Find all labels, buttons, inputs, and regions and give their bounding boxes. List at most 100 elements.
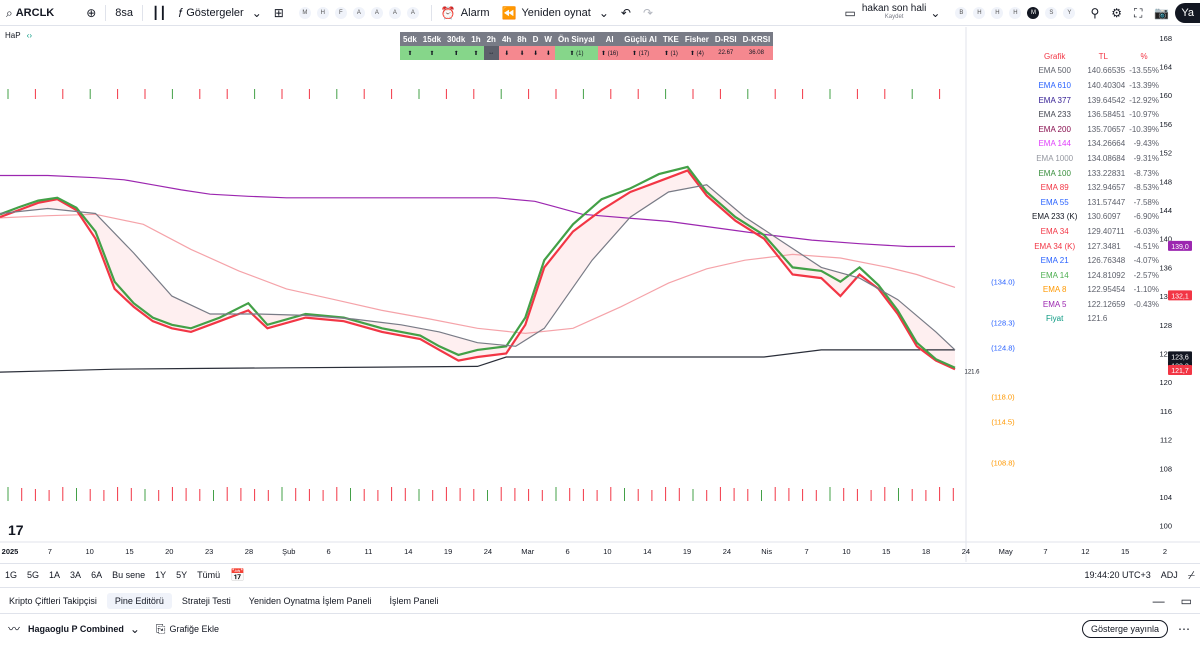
timeframe-chip[interactable]: A <box>370 6 383 19</box>
add-to-chart-button[interactable]: ⎘ Grafiğe Ekle <box>156 623 219 635</box>
adj-button[interactable]: ADJ <box>1160 569 1178 580</box>
chart-type-button[interactable]: ┃┃ <box>146 0 172 26</box>
indicators-button[interactable]: 𝑓 Göstergeler ⌄ <box>173 0 268 26</box>
x-tick-label: 20 <box>165 547 173 556</box>
ema-row: EMA 233 (K) 130.6097 -6.90% <box>1030 210 1161 225</box>
x-tick-label: 15 <box>125 547 133 556</box>
range-button[interactable]: 1A <box>49 569 61 580</box>
range-button[interactable]: 1Y <box>155 569 167 580</box>
indicator-name: HaP <box>5 31 21 40</box>
alarm-button[interactable]: ⏰ Alarm <box>435 0 496 26</box>
panel-tab[interactable]: Pine Editörü <box>106 592 172 609</box>
goto-date-button[interactable]: 📅 <box>225 569 250 581</box>
ema-value: 124.81092 <box>1087 270 1126 280</box>
scale-toggle-button[interactable]: ⌿ <box>1183 569 1200 581</box>
undo-icon: ↶ <box>620 5 631 20</box>
x-tick-label: 12 <box>1081 547 1089 556</box>
search-icon: ⌕ <box>6 5 13 20</box>
magnify-icon: ⚲ <box>1090 5 1100 20</box>
day-chip[interactable]: H <box>973 6 986 19</box>
ema-row: EMA 1000 134.08684 -9.31% <box>1030 151 1161 166</box>
templates-button[interactable]: ⊞ <box>268 0 290 26</box>
day-chip[interactable]: B <box>955 6 968 19</box>
ema-name: EMA 55 <box>1040 197 1069 207</box>
collapse-panel-button[interactable]: — <box>1145 595 1173 607</box>
x-tick-label: 10 <box>603 547 611 556</box>
account-button[interactable]: Ya <box>1175 2 1200 23</box>
range-button[interactable]: 3A <box>70 569 82 580</box>
symbol-search[interactable]: ⌕ ARCLK <box>0 0 60 26</box>
settings-button[interactable]: ⚙ <box>1105 0 1128 26</box>
replay-button[interactable]: ⏪ Yeniden oynat ⌄ <box>496 0 615 26</box>
indicators-icon: 𝑓 <box>178 5 183 20</box>
series-line <box>0 169 956 371</box>
more-options-icon[interactable]: ⋯ <box>1178 621 1190 636</box>
day-chip[interactable]: H <box>1009 6 1022 19</box>
interval-button[interactable]: 8sa <box>115 6 134 19</box>
day-chip[interactable]: M <box>1027 6 1040 19</box>
ema-header-pct: % <box>1140 51 1148 61</box>
chart-area[interactable]: 100 104 108 112 116 120 124 128 132 136 140 144 148 1… <box>0 27 1200 563</box>
ema-pct: -6.90% <box>1133 212 1159 222</box>
publish-button[interactable]: Gösterge yayınla <box>1081 619 1168 638</box>
timeframe-chip[interactable]: H <box>316 6 329 19</box>
chevron-down-icon[interactable]: ⌄ <box>129 621 140 636</box>
price-chart[interactable]: 1001041081121161201241281321361401441481… <box>0 27 1200 563</box>
ema-name: EMA 610 <box>1038 80 1071 90</box>
replay-label: Yeniden oynat <box>521 6 591 19</box>
day-chip[interactable]: H <box>991 6 1004 19</box>
x-tick-label: 10 <box>842 547 850 556</box>
timeframe-chip[interactable]: A <box>388 6 401 19</box>
snapshot-button[interactable]: 📷 <box>1148 0 1175 26</box>
indicator-toggle-icon[interactable]: ‹› <box>26 31 32 40</box>
range-button[interactable]: Bu sene <box>112 569 146 580</box>
account-label: Ya <box>1181 6 1194 19</box>
signal-value-cell: ⬆ <box>400 46 420 60</box>
range-buttons: 1G 5G 1A 3A 6A Bu sene 1Y 5Y Tümü <box>0 570 225 580</box>
panel-tab[interactable]: İşlem Paneli <box>389 595 439 606</box>
price-tag-label: 123,6 <box>1171 354 1189 361</box>
y-tick-label: 136 <box>1159 263 1172 272</box>
ema-row: EMA 200 135.70657 -10.39% <box>1030 122 1161 137</box>
ema-row: EMA 89 132.94657 -8.53% <box>1030 180 1161 195</box>
ema-name: EMA 21 <box>1040 256 1069 266</box>
signal-value-cell: ⬇ <box>529 46 542 60</box>
timeframe-chip[interactable]: A <box>352 6 365 19</box>
range-button[interactable]: 5Y <box>176 569 188 580</box>
panel-tab[interactable]: Yeniden Oynatma İşlem Paneli <box>248 595 372 606</box>
signal-header-cell: 8h <box>514 32 530 46</box>
quick-search-button[interactable]: ⚲ <box>1084 0 1105 26</box>
panel-tab[interactable]: Kripto Çiftleri Takipçisi <box>9 595 97 606</box>
day-chip[interactable]: S <box>1045 6 1058 19</box>
signal-header-cell: Ön Sinyal <box>554 32 598 46</box>
compare-button[interactable]: ⊕ <box>80 0 102 26</box>
pine-logo-icon: 〰 <box>8 621 21 636</box>
indicator-legend[interactable]: HaP ‹› <box>5 31 32 40</box>
range-button[interactable]: 6A <box>91 569 103 580</box>
fullscreen-button[interactable]: ⛶ <box>1128 0 1148 26</box>
panel-tab[interactable]: Strateji Testi <box>181 595 231 606</box>
range-button[interactable]: Tümü <box>197 569 221 580</box>
undo-button[interactable]: ↶ <box>615 0 637 26</box>
range-button[interactable]: 1G <box>5 569 18 580</box>
gear-icon: ⚙ <box>1111 5 1122 20</box>
ema-value: 132.94657 <box>1087 183 1126 193</box>
clock[interactable]: 19:44:20 UTC+3 <box>1084 569 1151 580</box>
ema-row: EMA 8 122.95454 -1.10% <box>1030 283 1161 298</box>
layout-button[interactable]: ▭ hakan son hali Kaydet ⌄ <box>839 0 947 26</box>
timeframe-chip[interactable]: F <box>334 6 347 19</box>
ema-name: EMA 1000 <box>1036 153 1074 163</box>
timeframe-chip[interactable]: A <box>406 6 419 19</box>
redo-button[interactable]: ↷ <box>637 0 659 26</box>
day-chip[interactable]: Y <box>1063 6 1076 19</box>
timeframe-chip[interactable]: M <box>298 6 311 19</box>
range-button[interactable]: 5G <box>27 569 40 580</box>
script-name[interactable]: Hagaoglu P Combined <box>28 623 124 634</box>
maximize-panel-button[interactable]: ▭ <box>1173 595 1200 607</box>
ema-name: EMA 233 <box>1038 110 1071 120</box>
level-label: (134.0) <box>991 278 1015 287</box>
ema-row: EMA 21 126.76348 -4.07% <box>1030 253 1161 268</box>
signal-value-cell: ⬇ <box>498 46 515 60</box>
x-tick-label: 24 <box>723 547 731 556</box>
